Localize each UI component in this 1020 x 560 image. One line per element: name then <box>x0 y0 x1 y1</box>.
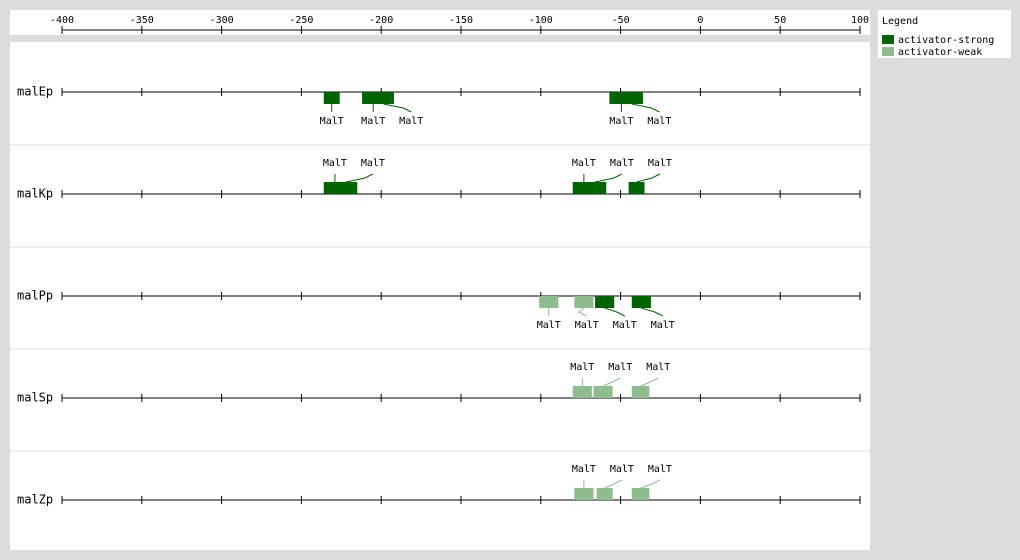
site-label: MalT <box>570 362 594 373</box>
binding-site <box>593 386 613 398</box>
x-tick-label: 0 <box>697 15 703 26</box>
binding-site <box>583 182 607 194</box>
binding-site <box>323 92 340 104</box>
track-name: malZp <box>17 493 53 507</box>
x-tick-label: -100 <box>529 15 553 26</box>
x-tick-label: -250 <box>289 15 313 26</box>
site-connector <box>641 307 664 317</box>
binding-site <box>334 182 358 194</box>
x-tick-label: -200 <box>369 15 393 26</box>
track-name: malSp <box>17 391 53 405</box>
binding-site <box>596 488 613 500</box>
site-connector <box>604 479 623 489</box>
site-label: MalT <box>608 362 632 373</box>
legend-label: activator-strong <box>898 35 994 46</box>
binding-site <box>620 92 643 104</box>
site-label: MalT <box>609 116 633 127</box>
x-tick-label: -300 <box>210 15 234 26</box>
binding-site <box>539 296 559 308</box>
site-connector <box>640 479 661 489</box>
binding-site <box>373 92 394 104</box>
binding-site <box>595 296 615 308</box>
site-connector <box>631 103 660 113</box>
site-label: MalT <box>323 158 347 169</box>
binding-site <box>631 296 651 308</box>
site-label: MalT <box>537 320 561 331</box>
site-label: MalT <box>575 320 599 331</box>
site-label: MalT <box>572 464 596 475</box>
site-connector <box>602 377 621 387</box>
site-label: MalT <box>647 116 671 127</box>
site-label: MalT <box>646 362 670 373</box>
axis-panel <box>10 10 870 35</box>
site-connector <box>640 377 659 387</box>
binding-site <box>574 296 594 308</box>
track-name: malEp <box>17 85 53 99</box>
site-label: MalT <box>610 158 634 169</box>
site-label: MalT <box>648 464 672 475</box>
legend-box <box>878 10 1011 58</box>
x-tick-label: -350 <box>130 15 154 26</box>
x-tick-label: 50 <box>774 15 786 26</box>
site-label: MalT <box>399 116 423 127</box>
site-connector <box>636 173 661 183</box>
binding-site <box>572 386 592 398</box>
site-label: MalT <box>361 158 385 169</box>
x-tick-label: -50 <box>612 15 630 26</box>
legend-swatch <box>882 47 894 56</box>
track-name: malKp <box>17 187 53 201</box>
site-label: MalT <box>610 464 634 475</box>
site-label: MalT <box>651 320 675 331</box>
site-connector <box>577 307 588 317</box>
site-connector <box>383 103 412 113</box>
x-tick-label: -400 <box>50 15 74 26</box>
x-tick-label: -150 <box>449 15 473 26</box>
site-label: MalT <box>320 116 344 127</box>
legend-swatch <box>882 35 894 44</box>
legend-title: Legend <box>882 16 918 27</box>
binding-site <box>574 488 594 500</box>
site-label: MalT <box>361 116 385 127</box>
site-label: MalT <box>648 158 672 169</box>
site-connector <box>594 173 623 183</box>
site-connector <box>604 307 626 317</box>
site-label: MalT <box>572 158 596 169</box>
binding-site <box>631 488 650 500</box>
x-tick-label: 100 <box>851 15 869 26</box>
binding-site <box>628 182 645 194</box>
track-name: malPp <box>17 289 53 303</box>
site-label: MalT <box>613 320 637 331</box>
legend-label: activator-weak <box>898 47 982 58</box>
binding-site <box>631 386 650 398</box>
site-connector <box>345 173 374 183</box>
